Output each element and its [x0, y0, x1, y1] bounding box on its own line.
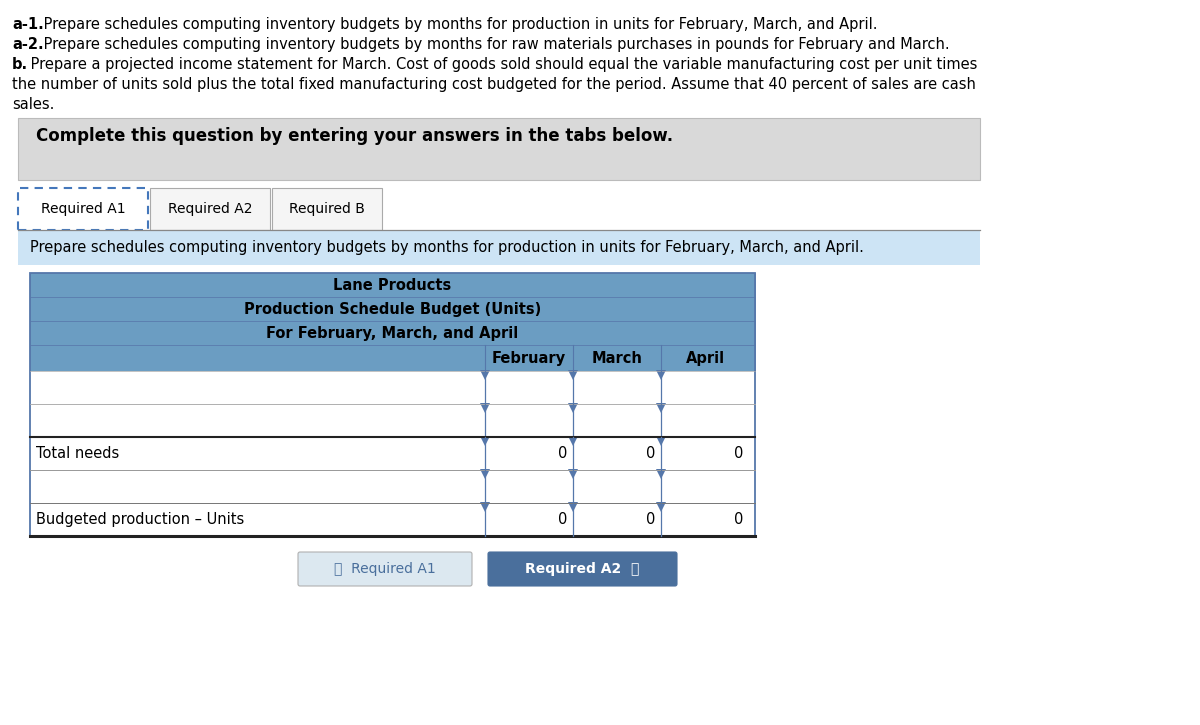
- Bar: [30, 273, 755, 297]
- Bar: [30, 345, 755, 371]
- Polygon shape: [568, 502, 578, 512]
- Polygon shape: [480, 502, 490, 512]
- Text: sales.: sales.: [12, 96, 54, 112]
- Text: Complete this question by entering your answers in the tabs below.: Complete this question by entering your …: [36, 127, 673, 145]
- Bar: [18, 230, 980, 265]
- Polygon shape: [568, 436, 578, 446]
- Text: 0: 0: [733, 512, 743, 527]
- Text: a-2.: a-2.: [12, 36, 43, 51]
- Text: 〈  Required A1: 〈 Required A1: [334, 562, 436, 576]
- FancyBboxPatch shape: [150, 188, 270, 230]
- Text: 0: 0: [558, 446, 568, 461]
- Polygon shape: [568, 469, 578, 479]
- FancyBboxPatch shape: [298, 552, 472, 586]
- Bar: [30, 371, 755, 404]
- Bar: [30, 404, 755, 437]
- Bar: [30, 273, 755, 536]
- Text: 0: 0: [558, 512, 568, 527]
- Text: the number of units sold plus the total fixed manufacturing cost budgeted for th: the number of units sold plus the total …: [12, 77, 976, 91]
- Text: 0: 0: [733, 446, 743, 461]
- Text: Prepare a projected income statement for March. Cost of goods sold should equal : Prepare a projected income statement for…: [25, 57, 977, 72]
- Polygon shape: [656, 469, 666, 479]
- Polygon shape: [480, 403, 490, 413]
- Polygon shape: [656, 370, 666, 380]
- Polygon shape: [656, 502, 666, 512]
- Bar: [30, 297, 755, 321]
- Bar: [30, 321, 755, 345]
- Text: Prepare schedules computing inventory budgets by months for raw materials purcha: Prepare schedules computing inventory bu…: [40, 36, 950, 51]
- Text: Total needs: Total needs: [36, 446, 119, 461]
- FancyBboxPatch shape: [272, 188, 382, 230]
- Text: b.: b.: [12, 57, 28, 72]
- Text: Production Schedule Budget (Units): Production Schedule Budget (Units): [244, 302, 541, 317]
- Text: Budgeted production – Units: Budgeted production – Units: [36, 512, 245, 527]
- FancyBboxPatch shape: [488, 552, 677, 586]
- Text: March: March: [592, 350, 642, 365]
- Bar: [30, 503, 755, 536]
- Polygon shape: [656, 403, 666, 413]
- Text: Required B: Required B: [289, 202, 365, 216]
- Text: Lane Products: Lane Products: [334, 278, 451, 292]
- FancyBboxPatch shape: [18, 188, 148, 230]
- Polygon shape: [480, 370, 490, 380]
- Text: For February, March, and April: For February, March, and April: [266, 326, 518, 341]
- Bar: [30, 470, 755, 503]
- Text: April: April: [685, 350, 725, 365]
- Text: 0: 0: [646, 512, 655, 527]
- Text: Required A2: Required A2: [168, 202, 252, 216]
- Polygon shape: [480, 436, 490, 446]
- Text: Prepare schedules computing inventory budgets by months for production in units : Prepare schedules computing inventory bu…: [40, 17, 877, 31]
- Bar: [18, 118, 980, 180]
- Bar: [30, 437, 755, 470]
- Polygon shape: [656, 436, 666, 446]
- Text: 0: 0: [646, 446, 655, 461]
- Polygon shape: [568, 403, 578, 413]
- Text: Required A1: Required A1: [41, 202, 125, 216]
- Text: Required A2  〉: Required A2 〉: [526, 562, 640, 576]
- Polygon shape: [480, 469, 490, 479]
- Text: February: February: [492, 350, 566, 365]
- Text: Prepare schedules computing inventory budgets by months for production in units : Prepare schedules computing inventory bu…: [30, 240, 864, 255]
- Text: a-1.: a-1.: [12, 17, 43, 31]
- Polygon shape: [568, 370, 578, 380]
